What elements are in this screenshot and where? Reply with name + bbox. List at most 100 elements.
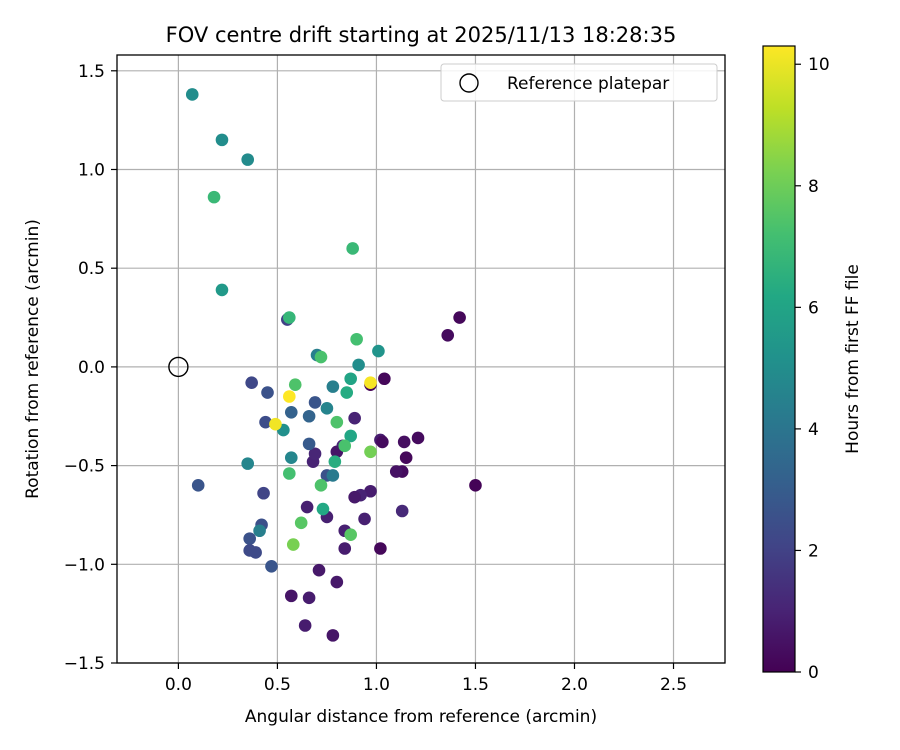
x-tick-label: 0.0	[165, 675, 192, 695]
data-point	[249, 546, 262, 559]
colorbar-tick-label: 10	[808, 55, 830, 75]
data-point	[399, 451, 413, 465]
x-tick-label: 2.0	[561, 675, 588, 695]
colorbar-tick-label: 0	[808, 663, 819, 683]
data-point	[350, 332, 363, 346]
data-point	[261, 386, 274, 399]
legend-label: Reference platepar	[507, 74, 669, 94]
data-point	[397, 435, 411, 449]
data-point	[358, 512, 371, 526]
data-point	[338, 542, 352, 555]
data-point	[348, 490, 361, 504]
data-point	[364, 445, 377, 459]
data-point	[241, 153, 255, 166]
data-point	[352, 358, 365, 372]
data-point	[348, 411, 361, 425]
data-point	[215, 133, 229, 147]
data-point	[389, 465, 403, 478]
data-point	[344, 528, 357, 541]
data-point	[326, 629, 340, 642]
data-point	[243, 532, 256, 545]
colorbar-ticks: 0 2 4 6 8 10	[795, 55, 830, 683]
data-point	[328, 455, 342, 468]
data-point	[378, 372, 391, 386]
data-point	[308, 396, 322, 409]
y-axis-ticks: −1.5 −1.0 −0.5 0.0 0.5 1.0 1.5	[64, 62, 117, 674]
plot-frame	[116, 54, 726, 664]
data-point	[185, 88, 199, 101]
data-point	[344, 372, 357, 386]
data-point	[259, 415, 272, 429]
data-point	[453, 311, 466, 324]
data-point	[302, 437, 316, 451]
data-point	[314, 479, 328, 492]
x-tick-label: 1.5	[462, 675, 489, 695]
x-axis-ticks: 0.0 0.5 1.0 1.5 2.0 2.5	[165, 663, 687, 695]
colorbar-tick-label: 8	[808, 177, 819, 197]
grid-lines	[117, 55, 725, 664]
data-point	[344, 429, 357, 443]
data-point	[326, 380, 340, 393]
data-point	[320, 402, 334, 415]
data-point	[314, 350, 328, 364]
y-tick-label: 0.0	[78, 358, 105, 378]
data-point	[308, 447, 322, 461]
data-point	[302, 409, 316, 423]
data-point	[338, 439, 352, 453]
data-point	[469, 479, 482, 492]
data-point	[257, 486, 270, 500]
x-tick-label: 0.5	[264, 675, 291, 695]
data-point	[269, 417, 282, 431]
data-point	[441, 329, 455, 342]
y-tick-label: 1.5	[78, 62, 105, 82]
legend-box	[440, 63, 718, 102]
y-axis-label: Rotation from reference (arcmin)	[23, 219, 43, 499]
reference-layer	[168, 356, 189, 378]
data-point	[282, 311, 296, 324]
y-tick-label: −1.0	[64, 555, 105, 575]
data-point	[372, 344, 385, 358]
data-point	[330, 415, 344, 429]
data-point	[265, 559, 278, 573]
colorbar-gradient	[762, 45, 796, 673]
data-point	[282, 467, 296, 480]
y-tick-label: 1.0	[78, 160, 105, 180]
data-point	[330, 575, 344, 589]
data-point	[215, 283, 229, 297]
colorbar-tick-label: 2	[808, 541, 819, 561]
y-tick-label: 0.5	[78, 259, 105, 279]
data-point	[326, 469, 340, 482]
data-point	[286, 538, 300, 551]
data-point	[374, 542, 387, 555]
data-point	[395, 504, 409, 518]
x-tick-label: 2.5	[660, 675, 687, 695]
y-tick-label: −1.5	[64, 654, 105, 674]
data-point	[376, 435, 389, 449]
data-point	[284, 405, 298, 419]
data-point	[294, 516, 308, 530]
data-point	[282, 390, 296, 403]
colorbar: 0 2 4 6 8 10 Hours from first FF file	[762, 45, 863, 683]
data-points	[185, 88, 482, 642]
x-axis-label: Angular distance from reference (arcmin)	[245, 707, 597, 727]
data-point	[340, 386, 354, 399]
data-point	[245, 376, 258, 389]
data-point	[253, 524, 266, 538]
data-point	[284, 451, 298, 465]
colorbar-label: Hours from first FF file	[843, 264, 863, 454]
data-point	[241, 457, 255, 470]
x-tick-label: 1.0	[363, 675, 390, 695]
data-point	[191, 479, 205, 492]
chart-title: FOV centre drift starting at 2025/11/13 …	[166, 23, 677, 47]
data-point	[364, 484, 377, 498]
data-point	[298, 619, 312, 632]
data-point	[364, 376, 377, 389]
colorbar-tick-label: 6	[808, 298, 819, 318]
y-tick-label: −0.5	[64, 457, 105, 477]
data-point	[316, 502, 330, 516]
data-point	[288, 378, 302, 391]
reference-marker	[168, 356, 189, 378]
data-point	[411, 431, 425, 445]
colorbar-tick-label: 4	[808, 420, 819, 440]
